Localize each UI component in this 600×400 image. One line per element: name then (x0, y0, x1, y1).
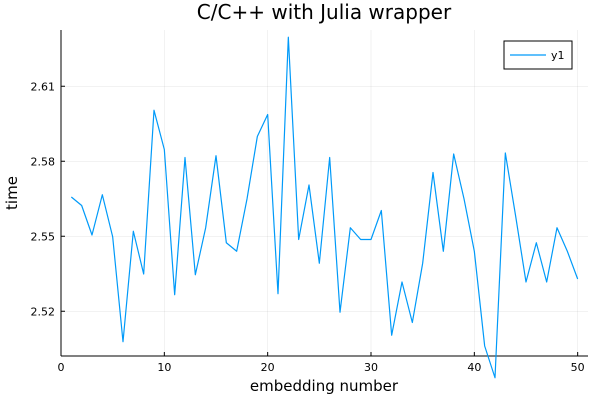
legend: y1 (503, 40, 573, 70)
grid-lines (60, 30, 588, 356)
x-tick-label: 40 (467, 361, 481, 374)
series-layer (70, 36, 579, 379)
x-tick-label: 20 (261, 361, 275, 374)
x-tick-label: 10 (157, 361, 171, 374)
y-axis-title: time (3, 176, 21, 210)
x-tick-label: 30 (364, 361, 378, 374)
x-tick-label: 0 (58, 361, 65, 374)
y-tick-label: 2.58 (31, 155, 56, 168)
chart-title: C/C++ with Julia wrapper (197, 0, 452, 24)
legend-label: y1 (551, 49, 565, 62)
axis-ticks: 0 10 20 30 40 50 2.52 2.55 2.58 2.61 (31, 80, 585, 374)
x-axis-title: embedding number (250, 377, 399, 395)
y-tick-label: 2.52 (31, 305, 56, 318)
y-tick-label: 2.61 (31, 80, 56, 93)
y-tick-label: 2.55 (31, 230, 56, 243)
x-tick-label: 50 (571, 361, 585, 374)
axes (60, 30, 588, 357)
series-line-y1 (70, 36, 579, 379)
